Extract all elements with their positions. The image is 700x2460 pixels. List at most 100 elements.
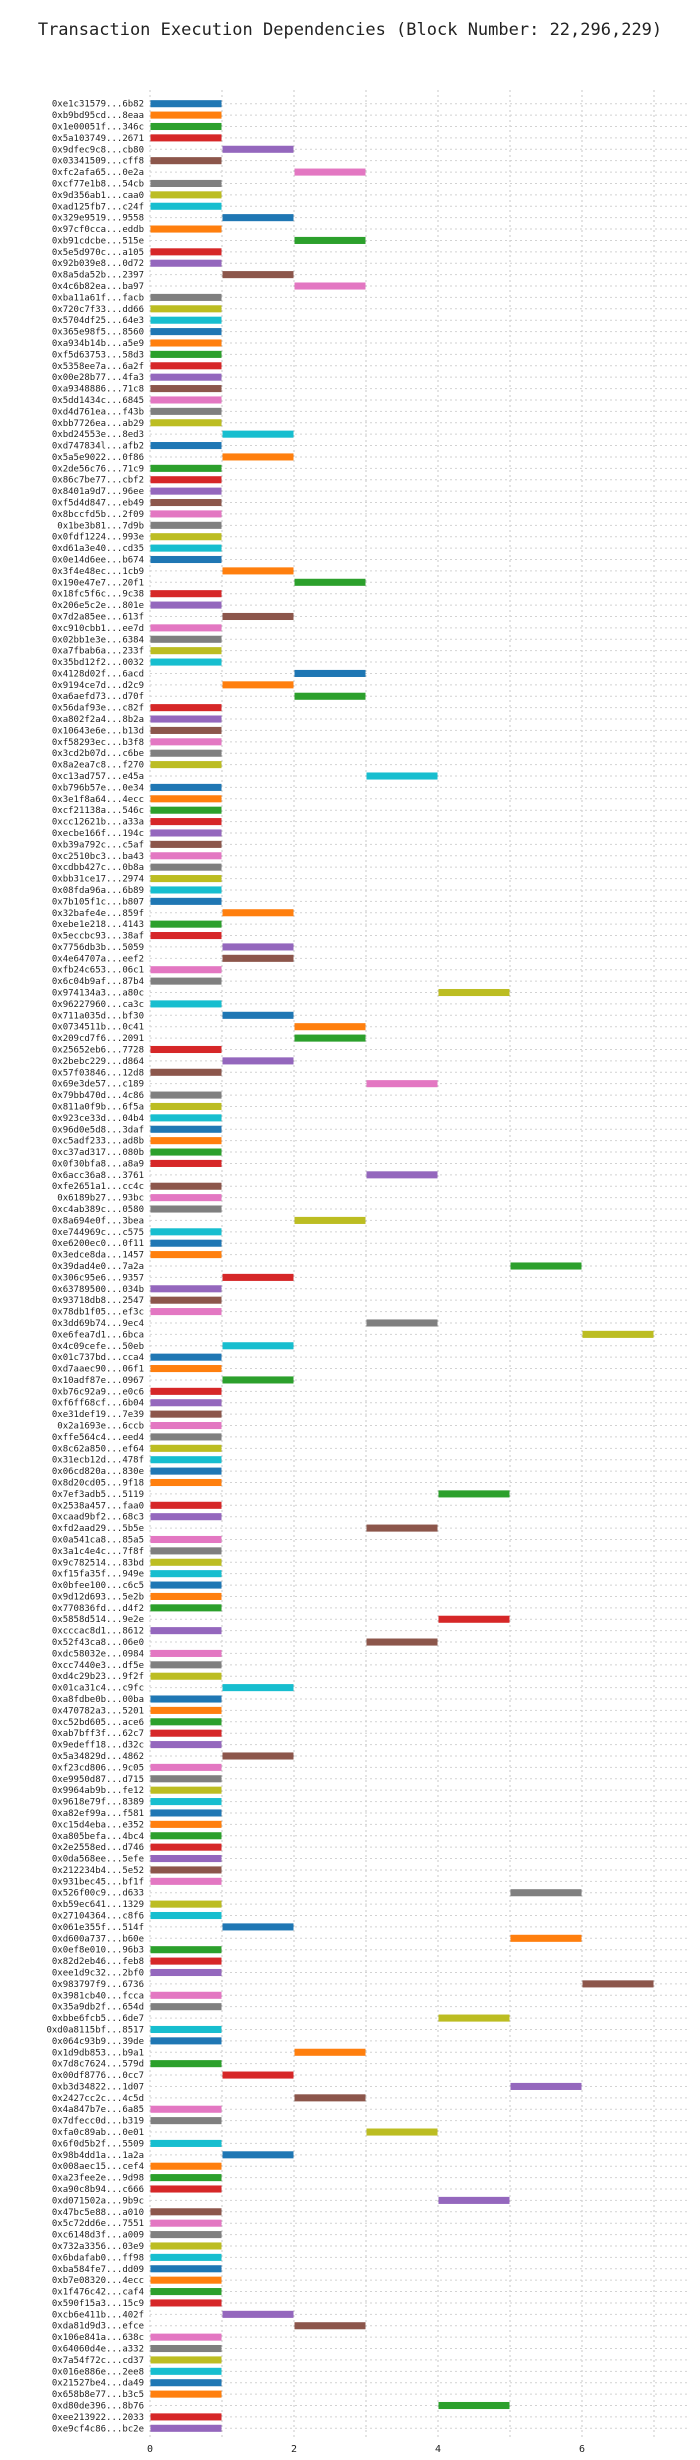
- tx-label: 0x5dd1434c...6845: [52, 396, 144, 406]
- tx-bar: [438, 2196, 510, 2204]
- tx-bar: [222, 1923, 294, 1931]
- tx-label: 0x9618e79f...8389: [52, 1798, 144, 1808]
- tx-bar: [150, 2390, 222, 2398]
- tx-label: 0x811a0f9b...6f5a: [52, 1102, 144, 1112]
- tx-bar: [150, 1946, 222, 1954]
- tx-label: 0x7756db3b...5059: [52, 943, 144, 953]
- tx-bar: [150, 2424, 222, 2432]
- tx-bar: [150, 2253, 222, 2261]
- tx-bar: [150, 863, 222, 871]
- tx-bar: [150, 498, 222, 507]
- tx-bar: [150, 1786, 222, 1794]
- tx-bar: [150, 829, 222, 837]
- tx-bar: [150, 2242, 222, 2250]
- tx-label: 0xfb24c653...06c1: [52, 966, 144, 976]
- tx-bar: [150, 1513, 222, 1521]
- tx-bar: [150, 1911, 222, 1920]
- tx-label: 0x206e5c2e...801e: [52, 601, 144, 611]
- tx-label: 0x720c7f33...dd66: [52, 305, 144, 315]
- tx-bar: [510, 1889, 582, 1897]
- tx-label: 0x4e64707a...eef2: [52, 954, 144, 964]
- tx-bar: [150, 2162, 222, 2170]
- tx-bar: [150, 1456, 222, 1464]
- tx-bar: [150, 328, 222, 336]
- tx-bar: [150, 1444, 222, 1452]
- tx-bar: [150, 2265, 222, 2273]
- tx-bar: [222, 1057, 294, 1065]
- tx-bar: [150, 2379, 222, 2387]
- tx-bar: [150, 1661, 222, 1669]
- tx-bar: [150, 2367, 222, 2375]
- tx-bar: [222, 271, 294, 279]
- tx-label: 0xc910cbb1...ee7d: [52, 624, 144, 634]
- tx-bar: [294, 2048, 366, 2056]
- tx-label: 0x6acc36a8...3761: [52, 1171, 144, 1181]
- tx-label: 0x190e47e7...20f1: [52, 578, 144, 588]
- tx-bar: [510, 1262, 582, 1270]
- x-tick-label: 2: [291, 2444, 297, 2455]
- tx-label: 0xa802f2a4...8b2a: [52, 715, 144, 725]
- tx-label: 0x8bccfd5b...2f09: [52, 510, 144, 520]
- tx-bar: [150, 1285, 222, 1293]
- tx-bar: [150, 2276, 222, 2284]
- tx-label: 0xba584fe7...dd09: [52, 2265, 144, 2275]
- tx-bar: [150, 2231, 222, 2239]
- tx-bar: [150, 1718, 222, 1726]
- tx-label: 0x35a9db2f...654d: [52, 2003, 144, 2013]
- tx-label: 0x56daf93e...c82f: [52, 704, 144, 714]
- tx-bar: [150, 2413, 222, 2421]
- tx-label: 0xf15fa35f...949e: [52, 1570, 144, 1580]
- tx-label: 0x3edce8da...1457: [52, 1251, 144, 1261]
- tx-bar: [150, 1433, 222, 1441]
- tx-label: 0xa6aefd73...d70f: [52, 692, 144, 702]
- tx-bar: [150, 897, 222, 905]
- tx-bar: [150, 1387, 222, 1395]
- tx-bar: [150, 1228, 222, 1236]
- tx-label: 0x5358ee7a...6a2f: [52, 362, 144, 372]
- tx-bar: [150, 1353, 222, 1361]
- tx-bar: [150, 852, 222, 860]
- tx-bar: [366, 1524, 438, 1532]
- tx-bar: [150, 316, 222, 324]
- tx-bar: [294, 578, 366, 586]
- tx-bar: [294, 282, 366, 290]
- tx-bar: [150, 293, 222, 301]
- tx-label: 0x4c6b82ea...ba97: [52, 282, 144, 292]
- tx-bar: [150, 1832, 222, 1840]
- tx-label: 0x63789500...034b: [52, 1285, 144, 1295]
- tx-bar: [150, 202, 222, 210]
- tx-bar: [150, 1798, 222, 1806]
- tx-bar: [150, 749, 222, 757]
- tx-label: 0x2427cc2c...4c5d: [52, 2094, 144, 2104]
- tx-label: 0x5e5d970c...a105: [52, 248, 144, 258]
- tx-label: 0xa23fee2e...9d98: [52, 2174, 144, 2184]
- tx-bar: [150, 1308, 222, 1316]
- tx-bar: [150, 385, 222, 393]
- tx-bar: [150, 1194, 222, 1202]
- tx-label: 0x711a035d...bf30: [52, 1011, 144, 1021]
- tx-label: 0x5704df25...64e3: [52, 316, 144, 326]
- tx-label: 0xffe564c4...eed4: [52, 1433, 144, 1443]
- tx-label: 0xb39a792c...c5af: [52, 840, 144, 850]
- tx-label: 0xcb6e411b...402f: [52, 2310, 144, 2320]
- tx-label: 0x7b105f1c...b807: [52, 897, 144, 907]
- tx-bar: [150, 2356, 222, 2364]
- tx-bar: [150, 806, 222, 814]
- tx-bar: [150, 1365, 222, 1373]
- tx-label: 0xc13ad757...e45a: [52, 772, 144, 782]
- tx-label: 0x2e2558ed...d746: [52, 1843, 144, 1853]
- tx-bar: [150, 1775, 222, 1783]
- tx-label: 0x8c62a850...ef64: [52, 1444, 144, 1454]
- tx-bar: [150, 225, 222, 233]
- tx-label: 0x79bb470d...4c86: [52, 1091, 144, 1101]
- tx-bar: [150, 1877, 222, 1885]
- tx-bar: [222, 612, 294, 621]
- tx-label: 0xd80de396...8b76: [52, 2402, 144, 2412]
- tx-bar: [222, 943, 294, 951]
- tx-label: 0x064c93b9...39de: [52, 2037, 144, 2047]
- tx-bar: [150, 487, 222, 495]
- tx-label: 0xb76c92a9...e0c6: [52, 1387, 144, 1397]
- tx-bar: [150, 966, 222, 974]
- tx-label: 0x4c09cefe...50eb: [52, 1342, 144, 1352]
